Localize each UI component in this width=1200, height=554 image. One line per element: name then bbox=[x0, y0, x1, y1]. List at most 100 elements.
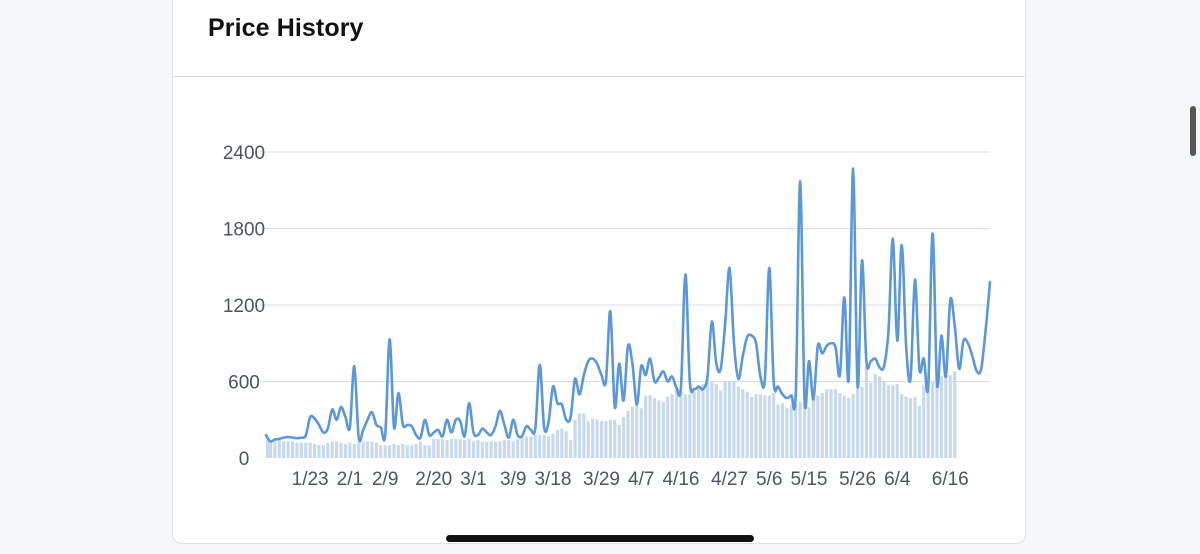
price-line-layer bbox=[264, 167, 992, 443]
volume-bar bbox=[467, 438, 471, 458]
volume-bar bbox=[564, 431, 568, 458]
volume-bar bbox=[692, 391, 696, 458]
volume-bar bbox=[405, 445, 409, 458]
volume-bar bbox=[533, 435, 537, 458]
volume-bar bbox=[891, 385, 895, 458]
volume-bar bbox=[361, 441, 365, 458]
volume-bar bbox=[551, 433, 555, 458]
volume-bar bbox=[308, 442, 312, 458]
x-tick-label: 6/16 bbox=[932, 469, 969, 490]
volume-bar bbox=[723, 381, 727, 458]
volume-bar bbox=[688, 394, 692, 458]
volume-bar bbox=[493, 441, 498, 458]
volume-bar bbox=[273, 441, 277, 458]
volume-bar bbox=[772, 392, 776, 458]
volume-bar bbox=[776, 404, 780, 458]
volume-bar bbox=[904, 396, 908, 458]
volume-bar bbox=[330, 441, 334, 458]
y-tick-label: 0 bbox=[239, 449, 250, 470]
volume-bar bbox=[816, 395, 820, 458]
volume-bar bbox=[798, 401, 802, 458]
volume-bar bbox=[266, 438, 270, 458]
volume-bar bbox=[780, 403, 785, 458]
card-title: Price History bbox=[208, 14, 364, 42]
volume-bar bbox=[608, 419, 612, 458]
volume-bar bbox=[595, 419, 599, 458]
volume-bar bbox=[454, 438, 458, 458]
x-tick-label: 2/9 bbox=[372, 469, 398, 490]
volume-bar bbox=[820, 392, 824, 458]
y-tick-label: 1800 bbox=[223, 220, 265, 241]
volume-bar bbox=[423, 445, 427, 458]
volume-bar bbox=[392, 443, 396, 458]
volume-bar bbox=[727, 381, 732, 458]
volume-bar bbox=[851, 394, 855, 458]
volume-bar bbox=[511, 441, 515, 458]
volume-bar bbox=[860, 386, 864, 458]
volume-bar bbox=[410, 445, 414, 458]
volume-bar bbox=[599, 421, 604, 458]
volume-bar bbox=[436, 438, 440, 458]
volume-bar bbox=[432, 438, 436, 458]
volume-bar bbox=[931, 381, 935, 458]
volume-bar bbox=[617, 424, 621, 458]
volume-bar bbox=[917, 405, 921, 458]
volume-bar bbox=[750, 396, 754, 458]
volume-bar bbox=[282, 441, 286, 458]
volume-bar bbox=[374, 442, 378, 458]
volume-bar bbox=[560, 428, 564, 458]
volume-bar bbox=[357, 442, 361, 458]
volume-bar bbox=[683, 394, 687, 458]
volume-bar bbox=[480, 441, 484, 458]
volume-bar bbox=[529, 436, 533, 458]
volume-bar bbox=[489, 441, 493, 458]
volume-bar bbox=[321, 445, 325, 458]
x-tick-label: 4/16 bbox=[662, 469, 699, 490]
y-tick-label: 2400 bbox=[223, 143, 265, 164]
volume-bar bbox=[440, 438, 445, 458]
x-tick-label: 3/29 bbox=[583, 469, 620, 490]
volume-bar bbox=[754, 394, 758, 458]
y-tick-label: 600 bbox=[228, 373, 260, 394]
volume-bar bbox=[458, 438, 462, 458]
x-tick-label: 5/26 bbox=[839, 469, 876, 490]
volume-bar bbox=[922, 385, 926, 458]
volume-bar bbox=[900, 394, 904, 458]
volume-bar bbox=[613, 419, 617, 458]
volume-bar bbox=[546, 436, 551, 458]
x-tick-label: 2/20 bbox=[415, 469, 452, 490]
volume-bar bbox=[427, 445, 431, 458]
volume-bar bbox=[445, 440, 449, 458]
volume-bar bbox=[449, 438, 454, 458]
x-tick-label: 5/6 bbox=[756, 469, 782, 490]
volume-bar bbox=[401, 443, 405, 458]
volume-bar bbox=[312, 443, 317, 458]
volume-bar bbox=[732, 381, 736, 458]
volume-bar bbox=[661, 401, 665, 458]
volume-bar bbox=[807, 407, 811, 458]
volume-bar bbox=[878, 376, 882, 458]
volume-bar bbox=[299, 442, 303, 458]
home-indicator bbox=[446, 535, 754, 542]
volume-bar bbox=[939, 376, 944, 458]
volume-bar bbox=[365, 441, 370, 458]
volume-bar bbox=[639, 408, 643, 458]
volume-bar bbox=[388, 445, 392, 458]
volume-bar bbox=[383, 445, 387, 458]
volume-bar bbox=[379, 445, 383, 458]
volume-bar bbox=[635, 404, 639, 458]
volume-bar bbox=[811, 398, 816, 458]
volume-bar bbox=[569, 440, 573, 458]
volume-bar bbox=[745, 391, 749, 458]
volume-bar bbox=[674, 386, 679, 458]
volume-bar bbox=[343, 443, 348, 458]
volume-bar bbox=[825, 389, 829, 458]
volume-bar bbox=[869, 382, 873, 458]
scrollbar-thumb[interactable] bbox=[1190, 106, 1196, 156]
volume-bar bbox=[802, 403, 807, 458]
volume-bar bbox=[555, 429, 559, 458]
volume-bar bbox=[652, 398, 657, 458]
volume-bar bbox=[630, 407, 635, 458]
volume-bar bbox=[498, 441, 502, 458]
volume-bar bbox=[864, 366, 868, 458]
